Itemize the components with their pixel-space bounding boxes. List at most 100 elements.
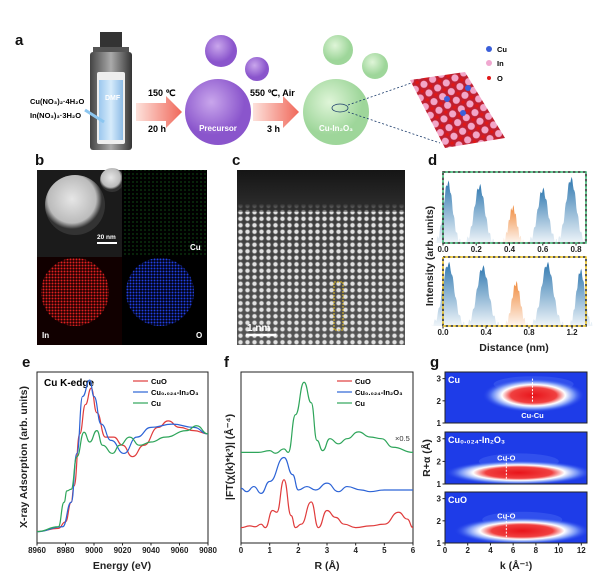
plot-frame <box>444 431 588 485</box>
intensity-peak <box>464 183 495 243</box>
x-tick-label: 0.6 <box>537 245 549 254</box>
solvent-label: DMF <box>105 95 121 102</box>
d-ylabel: Intensity (arb. units) <box>424 206 436 306</box>
panel-label-a: a <box>15 32 24 49</box>
cu-map <box>122 170 207 257</box>
panel-b: b 20 nm Cu In O <box>35 152 207 345</box>
series-line-0 <box>36 387 209 533</box>
x-tick-label: 1.2 <box>566 328 578 337</box>
panel-d: d Intensity (arb. units) Distance (nm) 0… <box>424 152 593 354</box>
heatmap-sample-label: Cu₀.₀₂₄-In₂O₃ <box>448 435 505 445</box>
x-tick-label: 8980 <box>57 546 75 555</box>
y-tick-label: 3 <box>437 375 442 384</box>
x-tick-label: 8 <box>534 546 539 555</box>
plot-frame <box>444 491 588 544</box>
x-tick-label: 8960 <box>28 546 46 555</box>
g-ylabel: R+α (Å) <box>420 439 433 477</box>
legend-o: O <box>497 74 503 83</box>
x-tick-label: 5 <box>382 546 387 555</box>
y-tick-label: 3 <box>437 495 442 504</box>
o-atom-icon <box>487 76 491 80</box>
bond-label: Cu-Cu <box>521 411 544 420</box>
x-tick-label: 9020 <box>114 546 132 555</box>
x-tick-label: 0.4 <box>480 328 492 337</box>
panel-label-d: d <box>428 152 437 169</box>
intensity-peak <box>435 180 461 243</box>
intensity-peak <box>556 176 586 243</box>
x-tick-label: 0.4 <box>504 245 516 254</box>
panel-f: f ×0.5 R (Å) |FT(χ(k)*k³)| (Å⁻⁴) 0 1 2 3 4 5 6… <box>223 354 416 572</box>
series-line-2 <box>36 425 209 533</box>
legend-label: Cu₀.₀₂₄-In₂O₃ <box>355 388 403 397</box>
heatmap-sample-label: Cu <box>448 375 460 385</box>
panel-label-e: e <box>22 354 30 371</box>
legend-label: Cu <box>355 399 365 408</box>
in-atom-icon <box>486 60 492 66</box>
intensity-peak <box>528 187 558 243</box>
heatmap-sample-label: CuO <box>448 495 467 505</box>
scale-bar-label-b: 20 nm <box>97 234 116 241</box>
x-tick-label: 1 <box>267 546 272 555</box>
y-tick-label: 2 <box>437 457 442 466</box>
panel-c: c 1 nm <box>232 152 344 337</box>
x-tick-label: 2 <box>465 546 470 555</box>
intensity-peak <box>431 261 465 326</box>
intensity-peak <box>530 261 564 326</box>
panel-label-c: c <box>232 152 240 169</box>
plot-frame <box>240 371 414 544</box>
legend-in: In <box>497 59 504 68</box>
series-line-2 <box>241 381 414 454</box>
x-tick-label: 0 <box>443 546 448 555</box>
legend-cu: Cu <box>497 45 507 54</box>
wavelet-heatmap <box>445 432 587 484</box>
haadf-stem-image <box>237 170 405 345</box>
plot-frame <box>36 371 209 544</box>
x-tick-label: 0.8 <box>523 328 535 337</box>
y-tick-label: 2 <box>437 397 442 406</box>
x-tick-label: 6 <box>411 546 416 555</box>
step2-temperature: 550 ℃, Air <box>250 88 295 98</box>
series-line-0 <box>240 479 414 529</box>
x-tick-label: 12 <box>577 546 586 555</box>
heatmap-peak <box>482 378 585 413</box>
step2-time: 3 h <box>267 124 280 134</box>
d-xlabel: Distance (nm) <box>479 342 548 354</box>
x-tick-label: 0.2 <box>471 245 483 254</box>
x-tick-label: 0.8 <box>570 245 582 254</box>
profile-frame-color <box>442 256 587 327</box>
x-tick-label: 9040 <box>142 546 160 555</box>
series-line-1 <box>240 456 413 495</box>
x-tick-label: 9080 <box>199 546 217 555</box>
x-tick-label: 0.0 <box>437 328 449 337</box>
wavelet-heatmap <box>445 492 587 543</box>
x-tick-label: 0 <box>239 546 244 555</box>
intensity-peak <box>504 280 528 326</box>
step1-time: 20 h <box>148 124 166 134</box>
atom-legend: Cu In O <box>486 45 507 83</box>
e-xlabel: Energy (eV) <box>93 560 151 572</box>
series-line-1 <box>36 379 209 533</box>
panel-label-g: g <box>430 354 439 371</box>
plot-frame <box>444 371 588 424</box>
panel-a: a DMF Cu(NO₃)₂·4H₂O In(NO₃)₃·3H₂O 150 ℃ … <box>15 32 507 150</box>
x-tick-label: 10 <box>554 546 563 555</box>
cu-atom-icon <box>486 46 492 52</box>
panel-e: e Cu K-edge Energy (eV) X-ray Adsorption… <box>18 354 217 572</box>
f-xlabel: R (Å) <box>314 559 339 572</box>
f-ylabel: |FT(χ(k)*k³)| (Å⁻⁴) <box>223 414 236 500</box>
heatmap-peak <box>454 517 587 543</box>
scale-factor-label: ×0.5 <box>395 434 410 443</box>
intensity-peak <box>501 205 524 243</box>
panel-g: g k (Å⁻¹) R+α (Å) Cu-Cu Cu 12 3 Cu-O Cu₀.₀₂₄-… <box>420 354 588 572</box>
intensity-peak <box>568 268 593 326</box>
x-tick-label: 9060 <box>171 546 189 555</box>
g-xlabel: k (Å⁻¹) <box>500 559 532 572</box>
scale-bar-label-c: 1 nm <box>247 323 270 334</box>
wavelet-heatmap <box>445 372 587 423</box>
panel-label-f: f <box>224 354 230 371</box>
bond-label: Cu-O <box>497 453 515 462</box>
profile-frame-color <box>442 171 587 244</box>
line-profile-box-yellow <box>333 281 344 331</box>
x-tick-label: 4 <box>488 546 493 555</box>
